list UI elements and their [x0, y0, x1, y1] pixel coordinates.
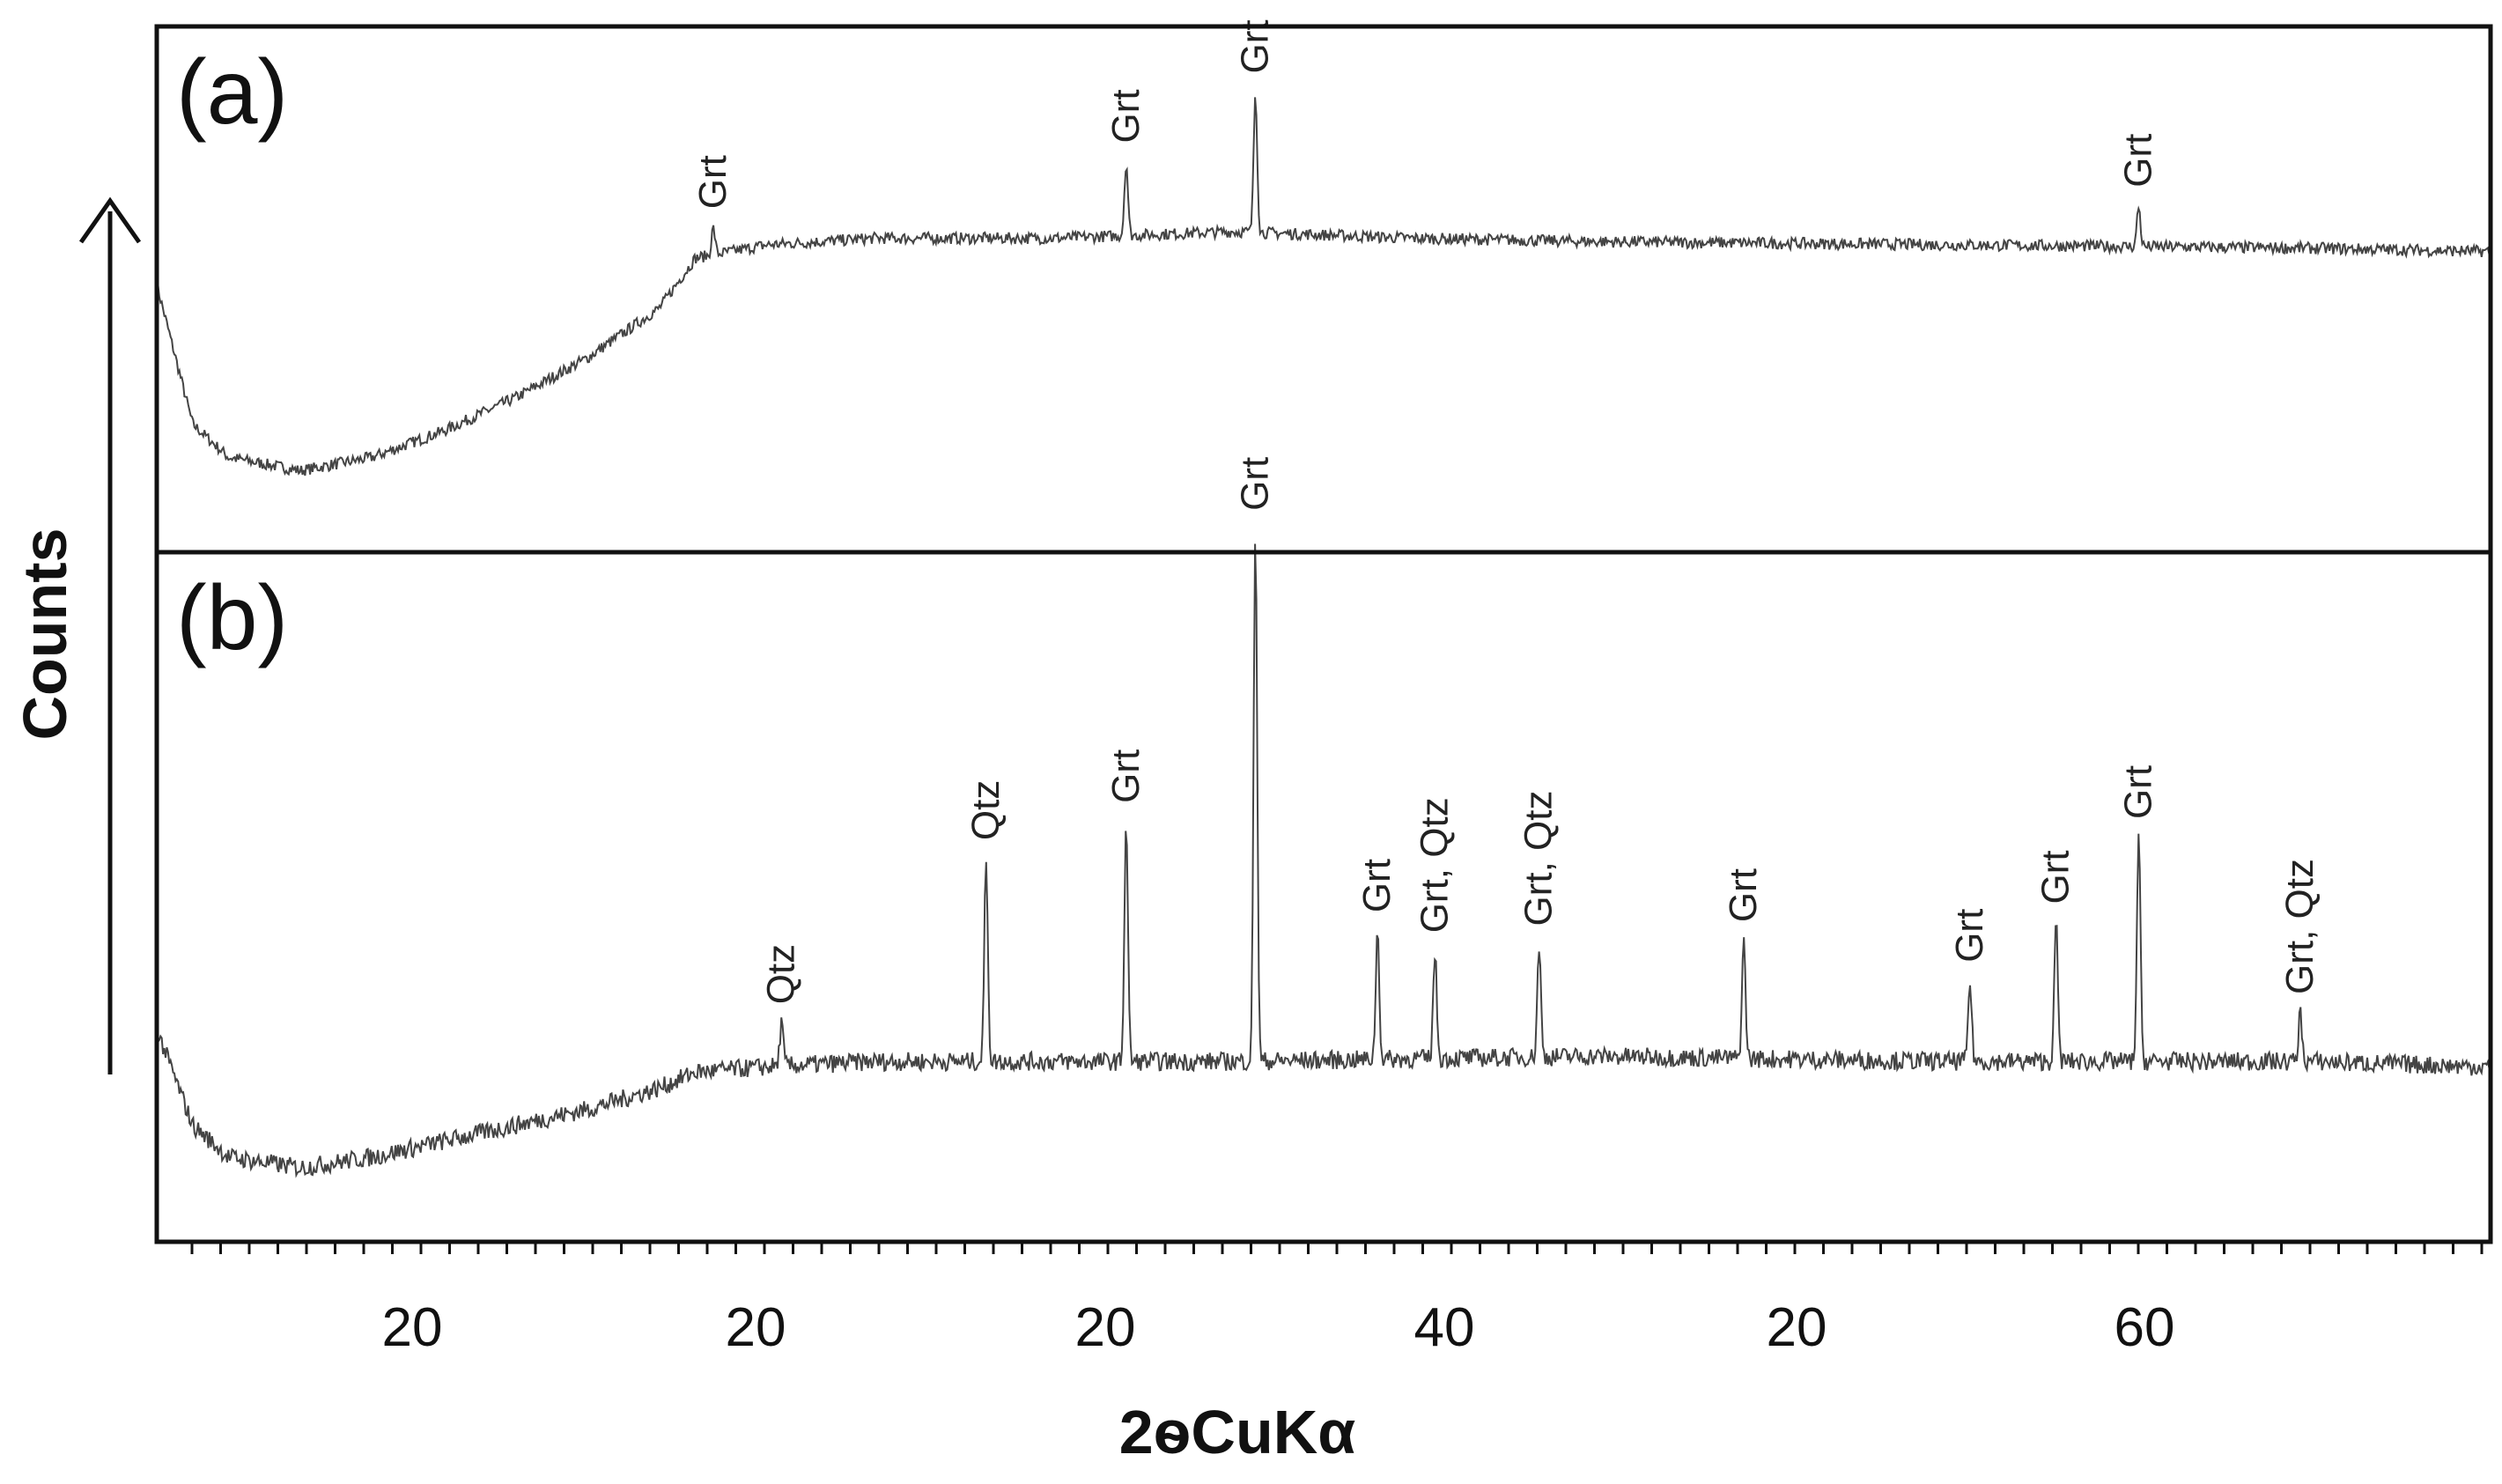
peak-label: Grt: [1104, 749, 1148, 803]
panel-label: (a): [176, 41, 288, 144]
peak-label: Qtz: [759, 944, 802, 1004]
peak-label: Grt: [1234, 19, 1277, 73]
x-tick-label: 20: [382, 1297, 443, 1358]
plot-area: Grt Grt Grt Grt (a) Qtz Qtz Grt Grt Grt Grt, Qtz Gr…: [156, 19, 2491, 1178]
peak-label: Grt: [2117, 134, 2160, 188]
peak-label: Grt, Qtz: [2278, 859, 2321, 994]
peak-label: Grt: [2034, 850, 2078, 904]
figure-overlay: 20 20 20 40 20 60 2ѳCuKα Counts: [11, 24, 2493, 1466]
x-tick-label: 60: [2115, 1297, 2175, 1358]
panel-label: (b): [176, 567, 288, 669]
peak-label: Grt: [2117, 765, 2160, 819]
counts-arrow-head: [78, 196, 142, 244]
peak-label: Grt: [691, 155, 734, 209]
peak-label: Grt, Qtz: [1517, 791, 1561, 927]
x-axis-title: 2ѳCuKα: [1119, 1398, 1356, 1466]
x-tick-label: 20: [726, 1297, 786, 1358]
x-tick-label: 40: [1414, 1297, 1475, 1358]
panel-b: Qtz Qtz Grt Grt Grt Grt, Qtz Grt, Qtz Grt Grt Grt…: [156, 457, 2491, 1178]
y-axis-title: Counts: [11, 528, 79, 740]
peak-label: Grt: [1234, 457, 1277, 511]
plot-frame: [154, 24, 2493, 1244]
xrd-trace: [156, 97, 2491, 476]
panel-a: Grt Grt Grt Grt (a): [156, 19, 2491, 476]
x-tick-label: 20: [1767, 1297, 1827, 1358]
peak-label: Grt, Qtz: [1413, 797, 1456, 933]
peak-label: Grt: [1722, 868, 1765, 922]
peak-label: Grt: [1948, 909, 1991, 963]
xrd-trace: [156, 543, 2491, 1178]
x-tick-label: 20: [1075, 1297, 1136, 1358]
peak-label: Grt: [1104, 89, 1148, 143]
peak-label: Grt: [1355, 859, 1399, 912]
peak-label: Qtz: [964, 780, 1007, 840]
